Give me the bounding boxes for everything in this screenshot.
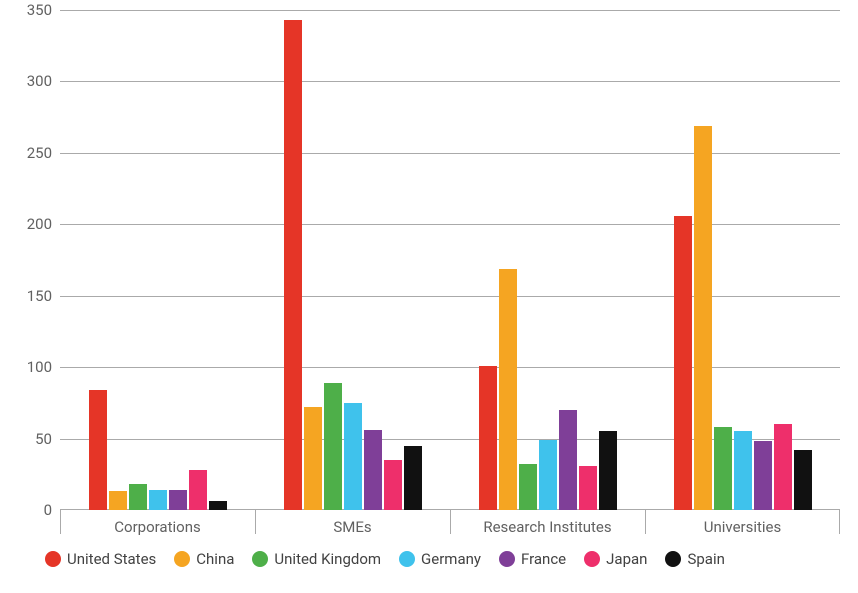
bar [344,403,362,510]
legend-dot-icon [499,551,515,567]
category-label: Research Institutes [483,518,611,536]
legend-dot-icon [174,551,190,567]
legend-dot-icon [252,551,268,567]
legend-dot-icon [665,551,681,567]
legend-item: Spain [665,550,724,568]
legend-label: United Kingdom [274,550,381,568]
y-tick-label: 50 [35,430,52,448]
bar [794,450,812,510]
legend-label: Spain [687,550,724,568]
gridline [60,296,840,297]
bar [499,269,517,510]
bar [169,490,187,510]
bar [149,490,167,510]
bar [364,430,382,510]
bar [754,441,772,510]
legend-item: Germany [399,550,481,568]
legend-item: France [499,550,566,568]
legend-dot-icon [399,551,415,567]
bar [674,216,692,510]
category-label: Corporations [114,518,200,536]
gridline [60,224,840,225]
bar [189,470,207,510]
category-divider [645,510,646,534]
category-divider [255,510,256,534]
bar [599,431,617,510]
legend-item: China [174,550,234,568]
legend-label: France [521,550,566,568]
legend-item: United Kingdom [252,550,381,568]
bar [479,366,497,510]
legend: United States China United Kingdom Germany F… [45,550,845,568]
y-tick-label: 350 [27,1,52,19]
bar [209,501,227,510]
chart-container: 0 50 100 150 200 250 300 350 Corporations SMEs Res… [0,0,858,593]
bar [284,20,302,510]
bar [579,466,597,510]
bar [519,464,537,510]
bar [109,491,127,510]
legend-dot-icon [45,551,61,567]
bar [714,427,732,510]
gridline [60,81,840,82]
category-divider [60,510,61,534]
legend-item: Japan [584,550,647,568]
legend-dot-icon [584,551,600,567]
legend-label: Germany [421,550,481,568]
legend-item: United States [45,550,156,568]
y-tick-label: 100 [27,358,52,376]
y-tick-label: 0 [44,501,52,519]
y-tick-label: 200 [27,215,52,233]
bar [304,407,322,510]
bar [559,410,577,510]
bar [734,431,752,510]
y-tick-label: 150 [27,287,52,305]
category-label: Universities [704,518,782,536]
gridline [60,153,840,154]
bar [89,390,107,510]
bar [129,484,147,510]
bar [324,383,342,510]
bar [774,424,792,510]
gridline [60,367,840,368]
y-tick-label: 250 [27,144,52,162]
category-divider [839,510,840,534]
plot-area: 050100150200250300350CorporationsSMEsRes… [60,10,840,510]
y-tick-label: 300 [27,72,52,90]
legend-label: China [196,550,234,568]
category-label: SMEs [333,518,371,536]
category-divider [450,510,451,534]
bar [539,440,557,510]
bar [384,460,402,510]
bar [694,126,712,510]
gridline [60,10,840,11]
legend-label: United States [67,550,156,568]
legend-label: Japan [606,550,647,568]
bar [404,446,422,510]
